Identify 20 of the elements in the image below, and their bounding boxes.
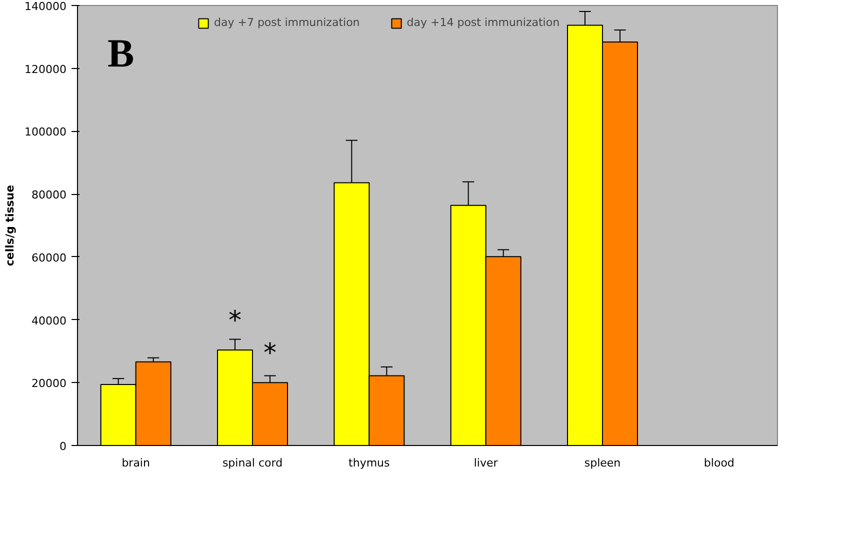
y-axis-title: cells/g tissue: [4, 184, 17, 266]
y-tick-label: 100000: [24, 126, 67, 139]
y-tick-label: 120000: [24, 62, 67, 76]
y-tick-label: 40000: [32, 314, 67, 328]
x-tick-label: spleen: [584, 456, 621, 470]
x-tick-label: thymus: [348, 456, 390, 470]
legend-label: day +14 post immunization: [406, 16, 560, 29]
x-tick-label: brain: [122, 456, 150, 470]
y-tick-label: 60000: [32, 251, 67, 264]
x-tick-label: liver: [474, 456, 498, 470]
y-tick-label: 140000: [24, 0, 67, 13]
y-tick-label: 20000: [32, 377, 67, 390]
y-tick-label: 0: [60, 440, 66, 453]
annotation: *: [264, 338, 276, 369]
y-tick-label: 80000: [32, 188, 67, 202]
annotation: *: [228, 306, 242, 336]
x-tick-label: spinal cord: [222, 456, 283, 470]
x-tick-label: blood: [704, 456, 734, 470]
annotation: B: [108, 30, 134, 76]
legend-label: day +7 post immunization: [214, 16, 360, 29]
